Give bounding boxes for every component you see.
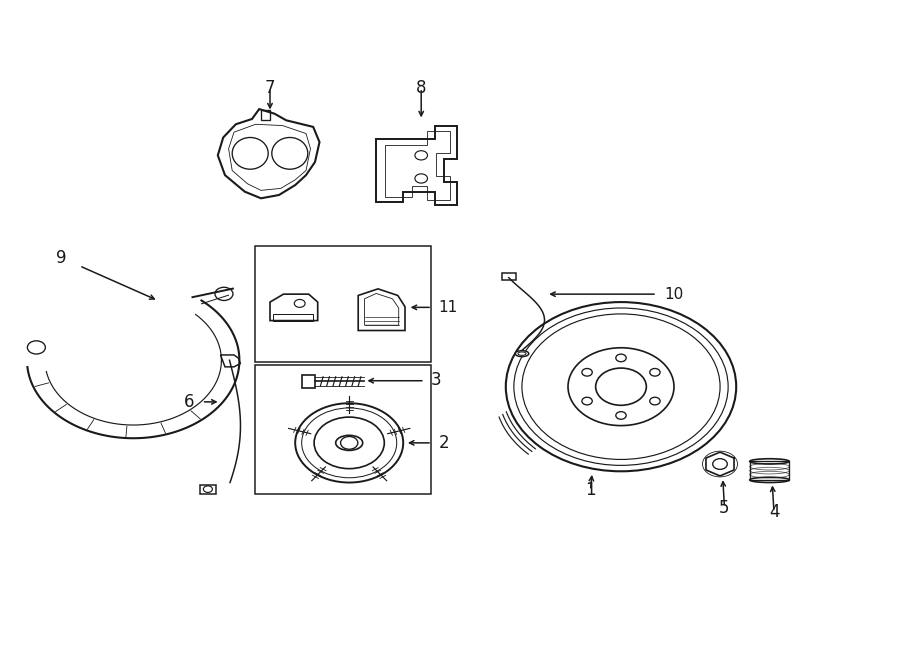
Text: 5: 5 <box>719 498 730 517</box>
Text: 3: 3 <box>431 371 442 389</box>
Bar <box>501 273 516 280</box>
Ellipse shape <box>515 351 529 357</box>
Bar <box>200 485 216 494</box>
Bar <box>273 314 313 321</box>
Text: 9: 9 <box>56 249 67 267</box>
Bar <box>255 365 431 494</box>
Bar <box>261 110 270 120</box>
Bar <box>302 375 315 388</box>
Text: 8: 8 <box>416 79 427 97</box>
Bar <box>750 461 789 480</box>
Text: 10: 10 <box>664 287 683 301</box>
Bar <box>255 246 431 362</box>
Text: 4: 4 <box>769 503 779 522</box>
Text: 7: 7 <box>265 79 275 97</box>
Text: 11: 11 <box>438 300 457 315</box>
Text: 2: 2 <box>438 434 449 452</box>
Text: 1: 1 <box>585 481 596 500</box>
Text: 6: 6 <box>184 393 194 411</box>
